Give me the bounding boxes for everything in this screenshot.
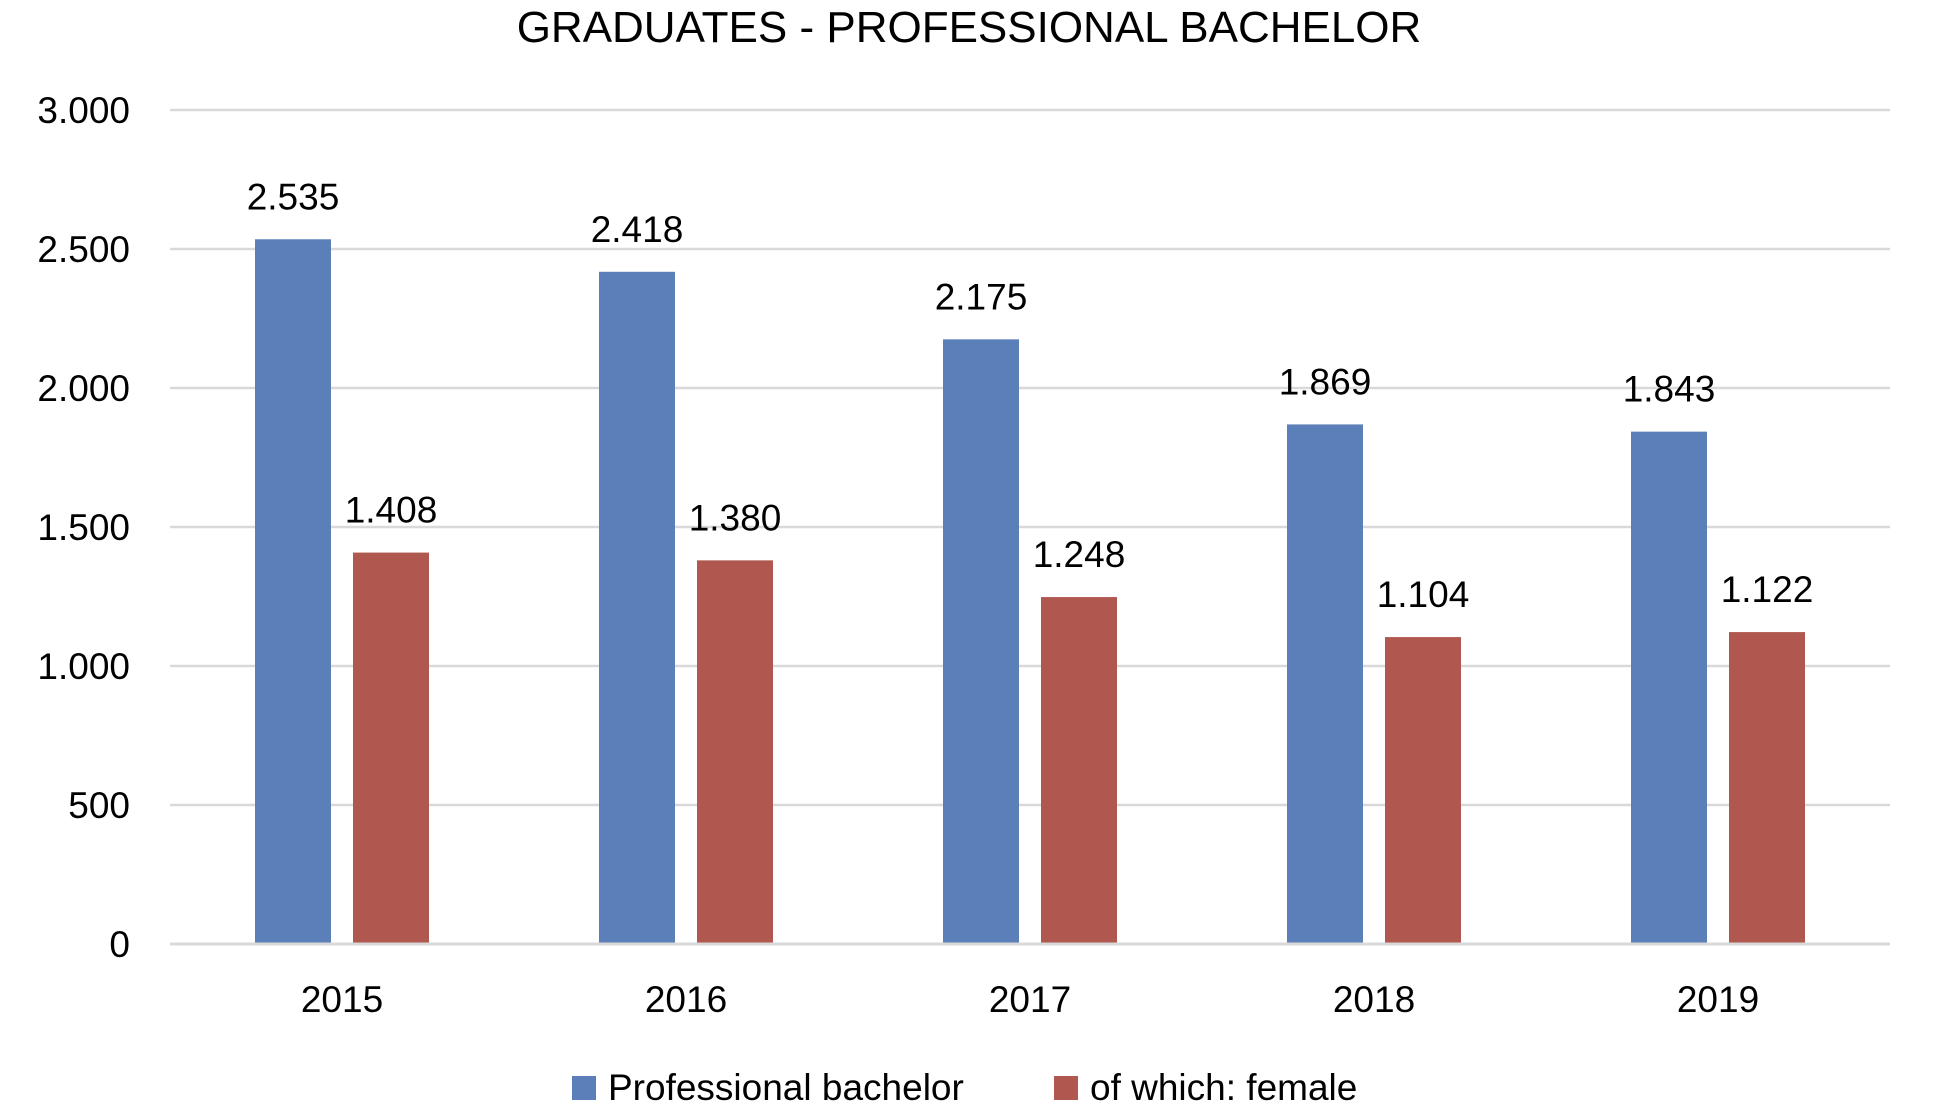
gridlines xyxy=(170,108,1890,807)
y-tick-label: 1.000 xyxy=(37,646,130,687)
bar-2018-series-1 xyxy=(1287,424,1363,945)
y-tick-label: 1.500 xyxy=(37,507,130,548)
y-axis-tick-labels: 0 500 1.000 1.500 2.000 2.500 3.000 xyxy=(37,90,130,965)
y-tick-label: 0 xyxy=(109,924,130,965)
legend-label: Professional bachelor xyxy=(608,1067,964,1108)
bar-2018-series-2 xyxy=(1385,637,1461,944)
legend: Professional bachelor of which: female xyxy=(572,1067,1357,1108)
data-label: 1.869 xyxy=(1279,361,1372,402)
data-label: 2.418 xyxy=(591,209,684,250)
bar-2019-series-2 xyxy=(1729,632,1805,944)
bar-2016-series-2 xyxy=(697,560,773,944)
y-tick-label: 500 xyxy=(68,785,130,826)
y-tick-label: 2.000 xyxy=(37,368,130,409)
chart-title: GRADUATES - PROFESSIONAL BACHELOR xyxy=(517,3,1422,52)
x-tick-label: 2019 xyxy=(1677,979,1759,1020)
bars xyxy=(255,239,1805,945)
data-label: 1.248 xyxy=(1033,534,1126,575)
legend-swatch xyxy=(572,1076,596,1100)
bar-2015-series-2 xyxy=(353,552,429,944)
bar-2017-series-1 xyxy=(943,339,1019,945)
data-label: 1.122 xyxy=(1721,569,1814,610)
x-tick-label: 2015 xyxy=(301,979,383,1020)
legend-label: of which: female xyxy=(1090,1067,1357,1108)
data-label: 1.843 xyxy=(1623,369,1716,410)
data-label: 1.380 xyxy=(689,497,782,538)
bar-2017-series-2 xyxy=(1041,597,1117,944)
y-tick-label: 2.500 xyxy=(37,229,130,270)
x-tick-label: 2016 xyxy=(645,979,727,1020)
x-tick-label: 2018 xyxy=(1333,979,1415,1020)
y-tick-label: 3.000 xyxy=(37,90,130,131)
x-tick-label: 2017 xyxy=(989,979,1071,1020)
data-label: 2.535 xyxy=(247,176,340,217)
bar-2019-series-1 xyxy=(1631,431,1707,944)
data-labels: 2.535 1.408 2.418 1.380 2.175 1.248 1.869 1.104… xyxy=(247,176,1814,615)
x-axis-tick-labels: 2015 2016 2017 2018 2019 xyxy=(301,979,1759,1020)
bar-2015-series-1 xyxy=(255,239,331,944)
data-label: 2.175 xyxy=(935,276,1028,317)
bar-2016-series-1 xyxy=(599,271,675,944)
data-label: 1.104 xyxy=(1377,574,1470,615)
data-label: 1.408 xyxy=(345,490,438,531)
legend-swatch xyxy=(1054,1076,1078,1100)
